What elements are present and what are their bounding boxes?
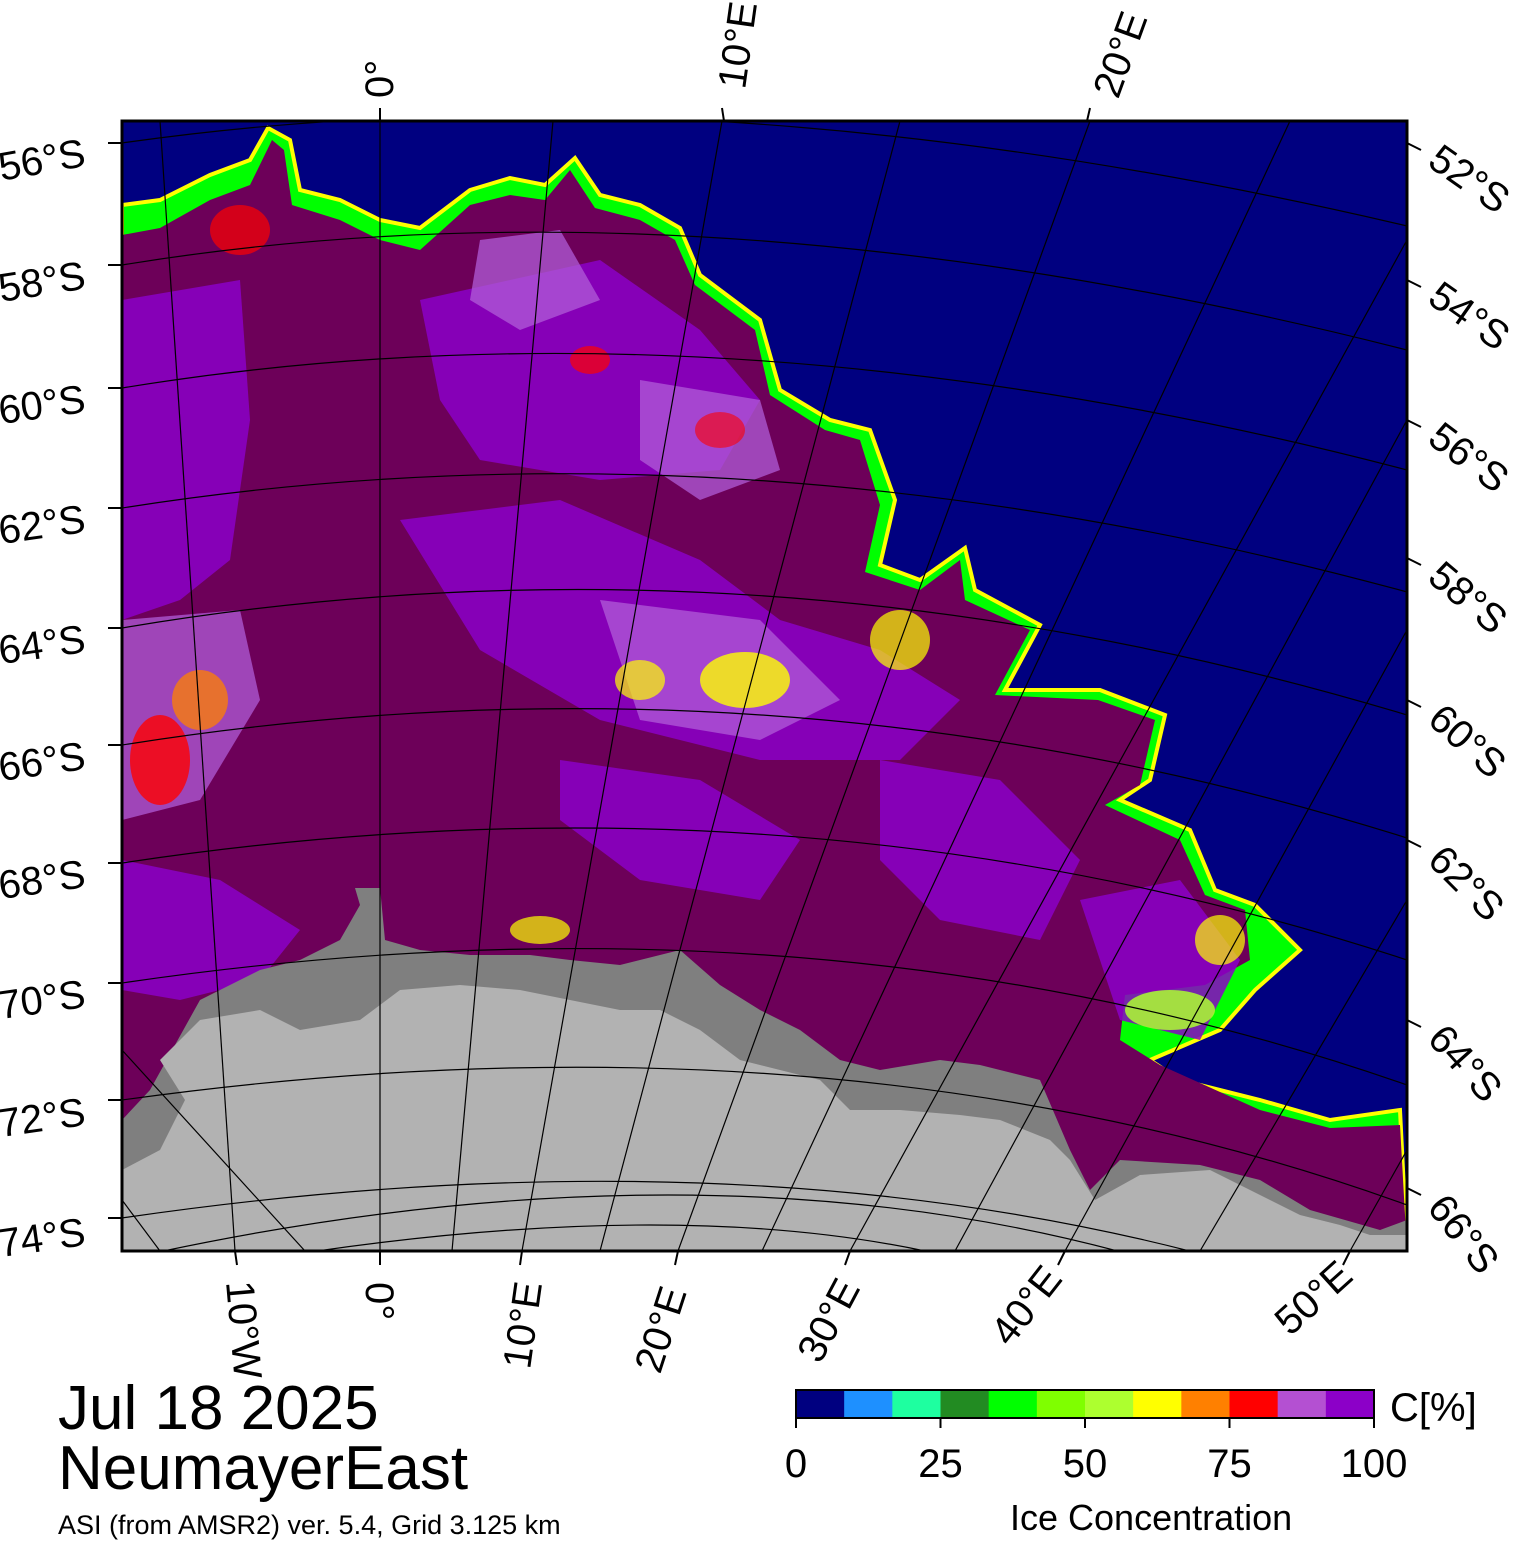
colorbar-tick-label: 50 xyxy=(1062,1442,1108,1486)
lat-label: 64°S xyxy=(1419,1017,1510,1111)
colorbar-swatch xyxy=(892,1390,941,1418)
graticule-meridians xyxy=(122,121,1407,1251)
low-concentration-spots xyxy=(130,205,1245,1030)
colorbar-swatch xyxy=(1036,1390,1086,1418)
graticule-parallels xyxy=(122,121,1407,1251)
lat-label: 58°S xyxy=(0,254,88,311)
lat-label: 70°S xyxy=(0,972,88,1028)
lat-label: 60°S xyxy=(0,377,88,433)
colorbar-swatch xyxy=(1277,1390,1327,1418)
lat-label: 64°S xyxy=(0,617,88,673)
date-label: Jul 18 2025 xyxy=(58,1374,379,1443)
lat-label: 60°S xyxy=(1420,696,1514,787)
lat-label: 52°S xyxy=(1421,136,1518,222)
colorbar-tick-label: 25 xyxy=(918,1442,963,1486)
lat-label: 66°S xyxy=(1419,1186,1507,1282)
map-frame xyxy=(120,119,1409,1253)
colorbar-swatch xyxy=(1133,1390,1182,1418)
region-label: NeumayerEast xyxy=(58,1434,469,1503)
lat-label: 72°S xyxy=(0,1090,88,1146)
colorbar xyxy=(795,1390,1375,1428)
lat-label: 58°S xyxy=(1420,553,1515,643)
colorbar-frame xyxy=(795,1389,1375,1419)
lon-label: 10°E xyxy=(495,1279,551,1371)
colorbar-tick-label: 0 xyxy=(784,1442,808,1486)
colorbar-unit: C[%] xyxy=(1390,1386,1477,1430)
lon-labels-top: 0° 10°E 20°E xyxy=(358,0,1156,103)
lat-label: 56°S xyxy=(1421,414,1517,502)
colorbar-swatch xyxy=(1085,1390,1134,1418)
lat-label: 68°S xyxy=(0,852,88,908)
land-ice xyxy=(122,985,1407,1251)
lat-label: 62°S xyxy=(0,497,88,553)
lon-label: 30°E xyxy=(789,1272,869,1370)
lat-label: 74°S xyxy=(0,1210,88,1266)
lon-label: 0° xyxy=(358,60,402,98)
product-label: ASI (from AMSR2) ver. 5.4, Grid 3.125 km xyxy=(58,1510,561,1540)
colorbar-swatch xyxy=(1229,1390,1279,1418)
lon-label: 40°E xyxy=(982,1258,1070,1354)
colorbar-swatch xyxy=(844,1390,893,1418)
colorbar-swatch xyxy=(796,1390,845,1418)
lon-label: 10°W xyxy=(217,1279,269,1381)
lon-label: 10°E xyxy=(710,0,766,91)
lon-label: 20°E xyxy=(1085,6,1156,103)
frame-ticks xyxy=(108,107,1422,1266)
colorbar-swatch xyxy=(1181,1390,1230,1418)
lat-labels-left: 56°S 58°S 60°S 62°S 64°S 66°S 68°S 70°S … xyxy=(0,131,89,1266)
colorbar-swatch xyxy=(940,1390,990,1418)
lon-label: 0° xyxy=(357,1282,401,1320)
lat-label: 54°S xyxy=(1421,273,1518,359)
colorbar-title: Ice Concentration xyxy=(1010,1497,1293,1538)
colorbar-tick-label: 75 xyxy=(1207,1442,1252,1486)
lon-label: 20°E xyxy=(627,1281,696,1378)
lon-label: 50°E xyxy=(1267,1253,1361,1344)
colorbar-swatch xyxy=(1325,1390,1375,1418)
lat-label: 66°S xyxy=(0,734,88,790)
lon-labels-bottom: 10°W 0° 10°E 20°E 30°E 40°E 50°E xyxy=(217,1253,1361,1381)
lat-label: 56°S xyxy=(0,131,89,189)
colorbar-swatch xyxy=(988,1390,1038,1418)
lat-label: 62°S xyxy=(1420,837,1513,930)
lat-labels-right: 52°S 54°S 56°S 58°S 60°S 62°S 64°S 66°S xyxy=(1419,136,1518,1282)
colorbar-tick-label: 100 xyxy=(1340,1442,1408,1486)
